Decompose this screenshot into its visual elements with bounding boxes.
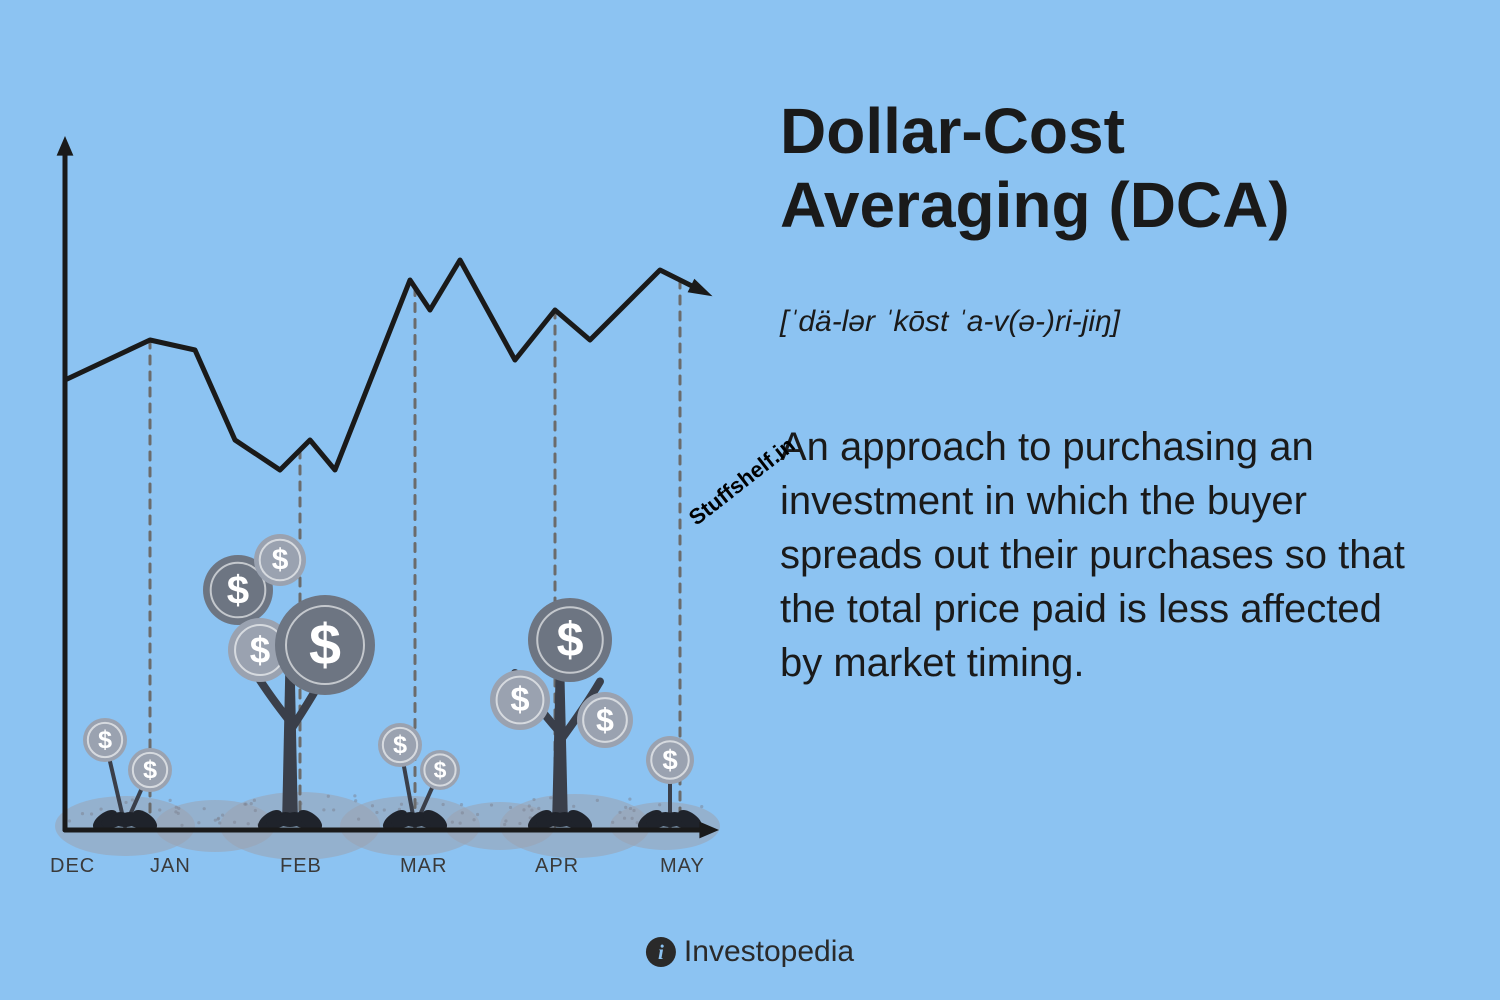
svg-text:$: $ (272, 544, 289, 577)
brand-icon: i (646, 937, 676, 967)
svg-text:$: $ (250, 630, 270, 671)
svg-text:$: $ (596, 702, 614, 738)
x-axis-label: APR (535, 855, 579, 878)
svg-text:$: $ (557, 613, 584, 667)
svg-text:$: $ (98, 726, 112, 754)
brand-name: Investopedia (684, 935, 854, 969)
x-axis-label: FEB (280, 855, 322, 878)
definition-text: An approach to purchasing an investment … (780, 420, 1430, 690)
svg-text:$: $ (510, 681, 529, 719)
pronunciation-text: [ˈdä-lər ˈkōst ˈa-v(ə-)ri-jiŋ] (780, 305, 1120, 339)
svg-text:$: $ (227, 568, 249, 613)
svg-text:$: $ (143, 756, 157, 784)
brand-footer: i Investopedia (646, 935, 854, 969)
svg-text:$: $ (309, 613, 341, 677)
x-axis-label: JAN (150, 855, 191, 878)
infographic-canvas: $$$$$$$$$$$$ Dollar-Cost Averaging (DCA)… (0, 0, 1500, 1000)
x-axis-label: DEC (50, 855, 95, 878)
infographic-title: Dollar-Cost Averaging (DCA) (780, 95, 1430, 242)
svg-text:$: $ (434, 757, 447, 783)
x-axis-label: MAY (660, 855, 705, 878)
svg-text:$: $ (662, 745, 677, 776)
svg-text:$: $ (393, 731, 407, 759)
x-axis-label: MAR (400, 855, 447, 878)
brand-icon-letter: i (658, 940, 664, 965)
